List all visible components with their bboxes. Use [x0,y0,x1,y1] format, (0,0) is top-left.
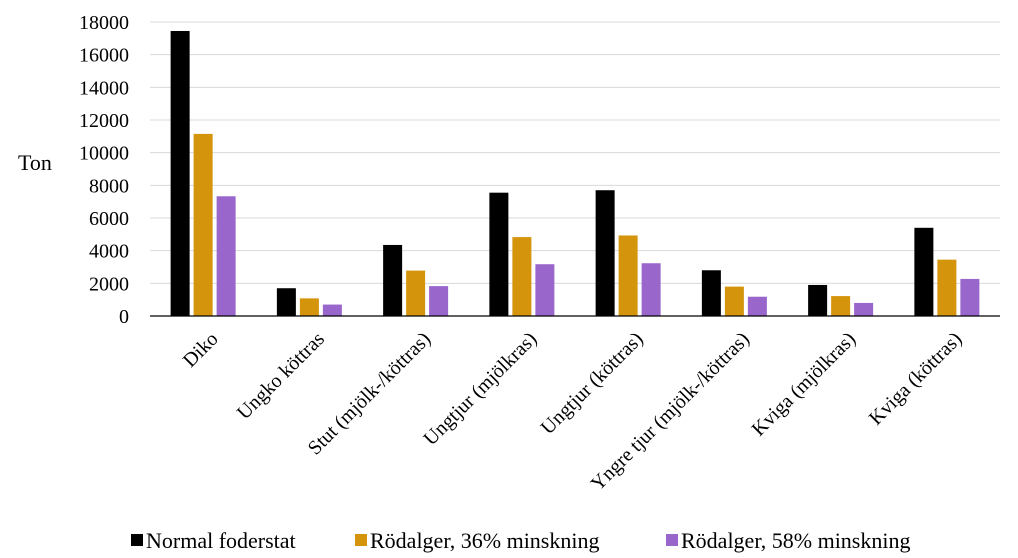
x-category-label: Ungko köttras [233,328,329,424]
bar [170,30,190,316]
y-tick-label: 16000 [79,45,129,67]
legend-label: Rödalger, 36% minskning [370,528,600,553]
y-tick-label: 10000 [79,143,129,165]
gridlines [150,21,1000,284]
y-tick-label: 2000 [89,273,129,295]
legend-swatch [131,534,143,546]
legend-swatch [355,534,367,546]
bar [724,286,744,316]
y-tick-label: 8000 [89,175,129,197]
y-axis-title: Ton [18,150,52,175]
bar [854,302,874,316]
legend-swatch [666,534,678,546]
bar [406,270,426,316]
bar [383,244,403,316]
bar [535,264,555,316]
bar [512,237,532,316]
bar [322,304,342,316]
bar [831,296,851,316]
y-tick-label: 6000 [89,208,129,230]
y-tick-label: 4000 [89,241,129,263]
bar [701,270,721,316]
bar [747,296,767,316]
bar [489,192,509,316]
bar [641,263,661,316]
legend-label: Rödalger, 58% minskning [681,528,911,553]
x-category-label: Ungtjur (mjölkras) [419,328,541,450]
x-category-label: Ungtjur (köttras) [537,328,648,439]
x-category-label: Kviga (köttras) [865,328,967,430]
bar [937,259,957,316]
y-tick-label: 0 [119,306,129,328]
y-axis-ticks: 0 2000 4000 6000 8000 10000 12000 14000 16000 180… [79,12,129,328]
bar [429,286,449,316]
bar [618,235,638,316]
x-category-label: Kviga (mjölkras) [748,328,861,441]
bar [193,133,213,316]
bar [216,196,236,316]
bar [595,190,615,316]
bar [914,227,934,316]
y-tick-label: 18000 [79,12,129,34]
bar [299,298,319,316]
x-category-label: Diko [179,328,223,372]
y-tick-label: 14000 [79,77,129,99]
bar [960,278,980,316]
bar [808,284,828,316]
legend-label: Normal foderstat [146,528,296,553]
bars [170,30,980,316]
bar [276,288,296,316]
legend: Normal foderstat Rödalger, 36% minskning R… [131,528,911,553]
y-tick-label: 12000 [79,110,129,132]
